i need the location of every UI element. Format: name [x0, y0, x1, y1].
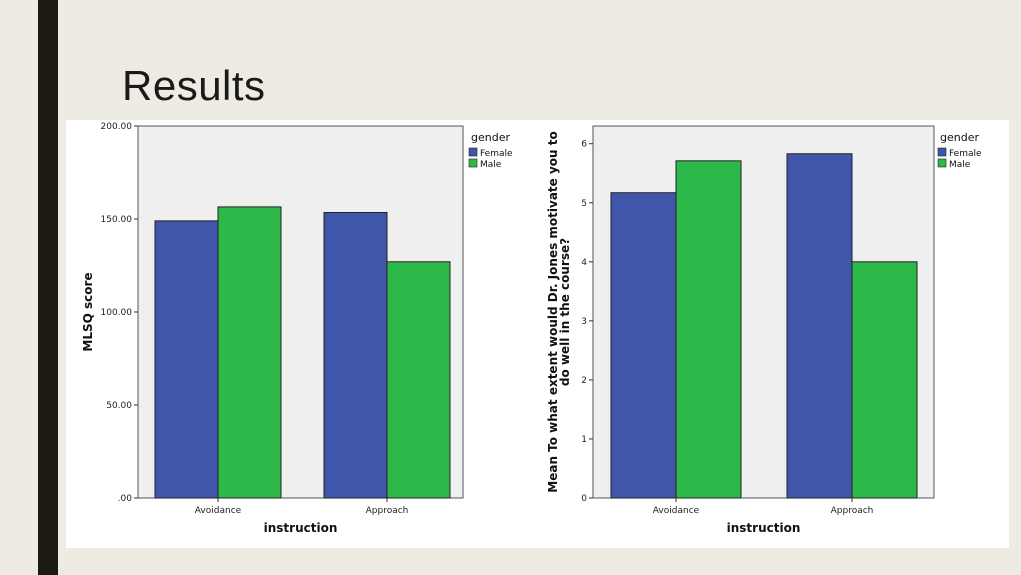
legend-label: Female: [480, 149, 513, 159]
bar-male-approach: [386, 261, 451, 499]
chart-2: 0 1 2 3 4 5 6 Avoidance Approach instruction Mean …: [546, 125, 982, 535]
legend-swatch-male: [937, 158, 947, 168]
y-tick-label: 4: [581, 258, 587, 268]
x-axis-title: instruction: [727, 521, 801, 535]
legend-label: Male: [949, 160, 971, 170]
bar-female-avoidance: [154, 220, 219, 499]
y-tick-label: 3: [581, 317, 587, 327]
bar-female-avoidance: [610, 192, 677, 499]
y-tick-label: 5: [581, 199, 587, 209]
legend-title: gender: [940, 131, 979, 144]
y-tick-label: .00: [118, 494, 133, 504]
bar-male-avoidance: [217, 206, 282, 499]
y-tick-label: 2: [581, 376, 587, 386]
legend-swatch-female: [468, 147, 478, 157]
x-tick-label: Avoidance: [195, 506, 242, 516]
x-axis-title: instruction: [264, 521, 338, 535]
x-tick-label: Approach: [366, 506, 409, 516]
bar-female-approach: [323, 211, 388, 499]
y-axis-title-line: do well in the course?: [558, 238, 572, 386]
legend-label: Female: [949, 149, 982, 159]
y-axis-title: Mean To what extent would Dr. Jones moti…: [546, 131, 572, 492]
y-tick-label: 150.00: [101, 215, 133, 225]
y-tick-label: 200.00: [101, 122, 133, 132]
y-axis-title: MLSQ score: [81, 272, 95, 351]
left-accent-bar: [38, 0, 58, 575]
legend-swatch-male: [468, 158, 478, 168]
x-tick-label: Avoidance: [653, 506, 700, 516]
y-axis-title-line: Mean To what extent would Dr. Jones moti…: [546, 131, 560, 492]
legend-label: Male: [480, 160, 502, 170]
chart-1: .00 50.00 100.00 150.00 200.00 Avoidance Appro…: [81, 122, 513, 535]
y-tick-label: 0: [581, 494, 587, 504]
legend-swatch-female: [937, 147, 947, 157]
y-tick-label: 50.00: [106, 401, 132, 411]
bar-male-approach: [851, 261, 918, 499]
x-tick-label: Approach: [831, 506, 874, 516]
bar-male-avoidance: [675, 160, 742, 499]
legend-title: gender: [471, 131, 510, 144]
y-tick-label: 6: [581, 140, 587, 150]
bar-female-approach: [786, 153, 853, 499]
y-tick-label: 100.00: [101, 308, 133, 318]
slide-title: Results: [122, 62, 266, 109]
y-tick-label: 1: [581, 435, 587, 445]
